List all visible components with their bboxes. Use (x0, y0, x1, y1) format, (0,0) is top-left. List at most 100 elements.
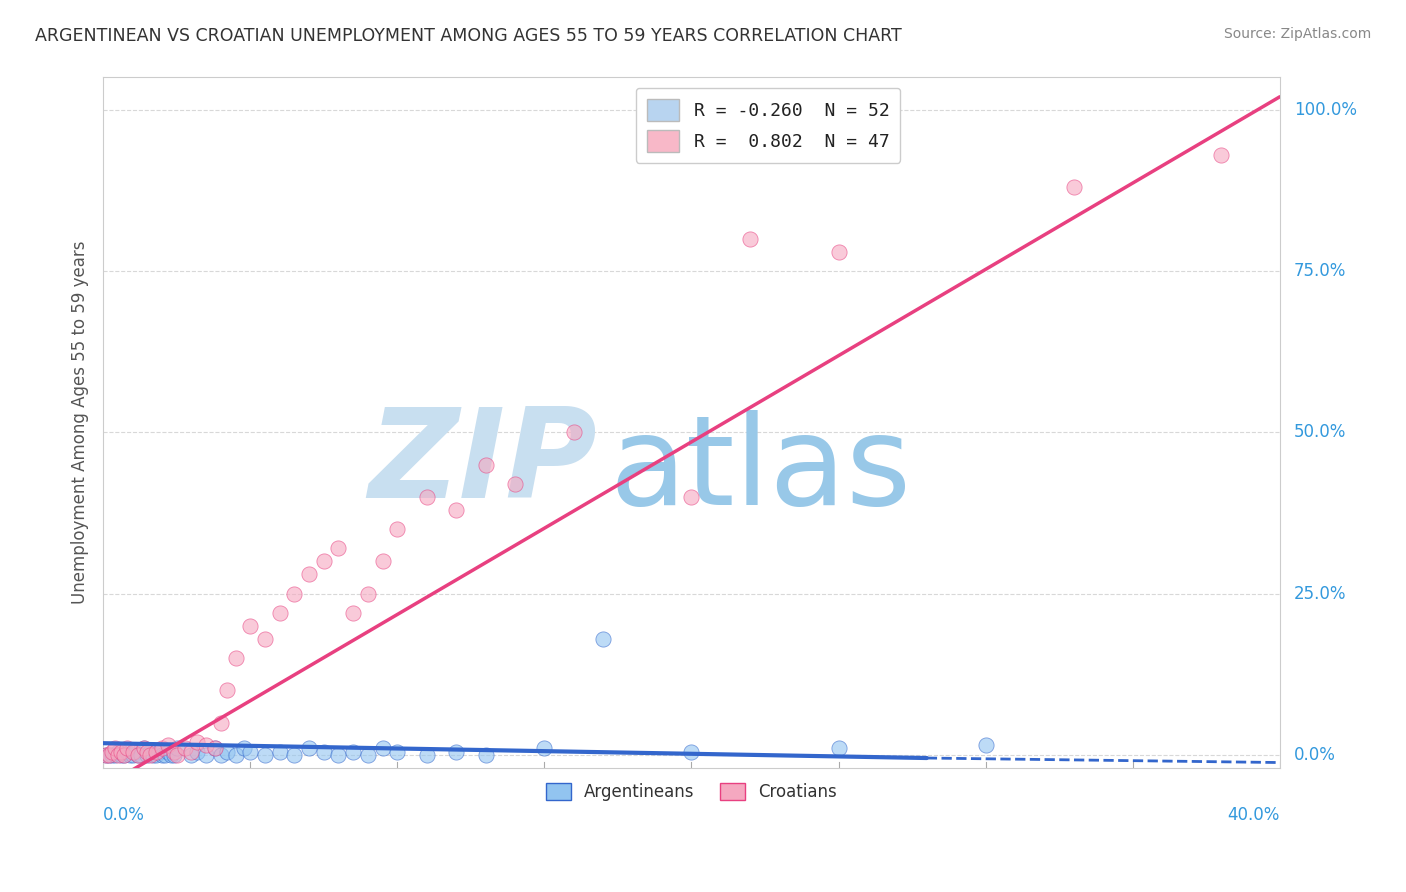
Point (357, 586, 380, 600)
Text: ARGENTINEAN VS CROATIAN UNEMPLOYMENT AMONG AGES 55 TO 59 YEARS CORRELATION CHART: ARGENTINEAN VS CROATIAN UNEMPLOYMENT AMO… (35, 27, 901, 45)
Point (134, 741, 156, 756)
Point (827, 741, 849, 756)
Text: 100.0%: 100.0% (1294, 101, 1357, 119)
Point (142, 747, 165, 762)
Point (415, 490, 437, 504)
Point (121, 747, 143, 762)
Point (387, 745, 409, 759)
Point (533, 741, 555, 756)
Point (101, 745, 124, 759)
Point (371, 741, 394, 756)
Point (827, 244, 849, 259)
Point (974, 738, 997, 752)
Point (283, 747, 305, 762)
Point (124, 745, 146, 759)
Point (195, 738, 218, 752)
Point (110, 747, 132, 762)
Point (163, 747, 186, 762)
Point (215, 745, 238, 759)
Point (253, 632, 276, 646)
Point (156, 738, 179, 752)
Point (342, 745, 364, 759)
Y-axis label: Unemployment Among Ages 55 to 59 years: Unemployment Among Ages 55 to 59 years (72, 241, 89, 604)
Point (136, 747, 159, 762)
Point (239, 619, 262, 633)
Point (503, 476, 526, 491)
Point (101, 747, 124, 762)
Point (239, 745, 262, 759)
Point (98, 747, 121, 762)
Point (269, 606, 291, 620)
Point (131, 747, 153, 762)
Point (474, 747, 496, 762)
Point (145, 745, 167, 759)
Point (186, 745, 208, 759)
Point (312, 745, 335, 759)
Point (1063, 180, 1085, 194)
Point (127, 747, 149, 762)
Point (342, 606, 364, 620)
Point (127, 747, 149, 762)
Point (224, 747, 246, 762)
Point (415, 747, 437, 762)
Point (283, 586, 305, 600)
Point (209, 715, 232, 730)
Point (269, 745, 291, 759)
Point (150, 741, 173, 756)
Point (740, 232, 762, 246)
Point (387, 522, 409, 536)
Point (153, 747, 176, 762)
Point (681, 490, 703, 504)
Point (298, 741, 321, 756)
Point (112, 747, 135, 762)
Point (121, 745, 143, 759)
Point (1209, 148, 1232, 162)
Point (312, 554, 335, 568)
Point (328, 541, 350, 556)
Point (107, 745, 129, 759)
Point (159, 747, 181, 762)
Point (204, 741, 226, 756)
Point (166, 747, 188, 762)
Point (166, 741, 188, 756)
Point (163, 745, 186, 759)
Point (98, 747, 121, 762)
Point (298, 567, 321, 582)
Point (444, 745, 467, 759)
Point (107, 747, 129, 762)
Point (215, 683, 238, 698)
Point (195, 747, 218, 762)
Text: Source: ZipAtlas.com: Source: ZipAtlas.com (1223, 27, 1371, 41)
Point (253, 747, 276, 762)
Point (180, 745, 202, 759)
Point (186, 735, 208, 749)
Point (115, 745, 138, 759)
Text: 50.0%: 50.0% (1294, 423, 1347, 442)
Point (156, 745, 179, 759)
Point (139, 745, 162, 759)
Point (562, 425, 585, 440)
Point (209, 747, 232, 762)
Text: 25.0%: 25.0% (1294, 584, 1347, 602)
Point (224, 651, 246, 665)
Point (134, 741, 156, 756)
Text: atlas: atlas (609, 410, 911, 532)
Point (328, 747, 350, 762)
Point (233, 741, 256, 756)
Point (110, 745, 132, 759)
Point (204, 741, 226, 756)
Legend: Argentineans, Croatians: Argentineans, Croatians (540, 776, 844, 807)
Point (118, 747, 141, 762)
Point (145, 747, 167, 762)
Point (357, 747, 380, 762)
Point (94, 747, 117, 762)
Point (681, 745, 703, 759)
Point (474, 458, 496, 472)
Point (150, 747, 173, 762)
Point (136, 745, 159, 759)
Text: 0.0%: 0.0% (1294, 746, 1336, 764)
Point (139, 747, 162, 762)
Text: 0.0%: 0.0% (103, 805, 145, 823)
Text: 40.0%: 40.0% (1227, 805, 1279, 823)
Point (180, 747, 202, 762)
